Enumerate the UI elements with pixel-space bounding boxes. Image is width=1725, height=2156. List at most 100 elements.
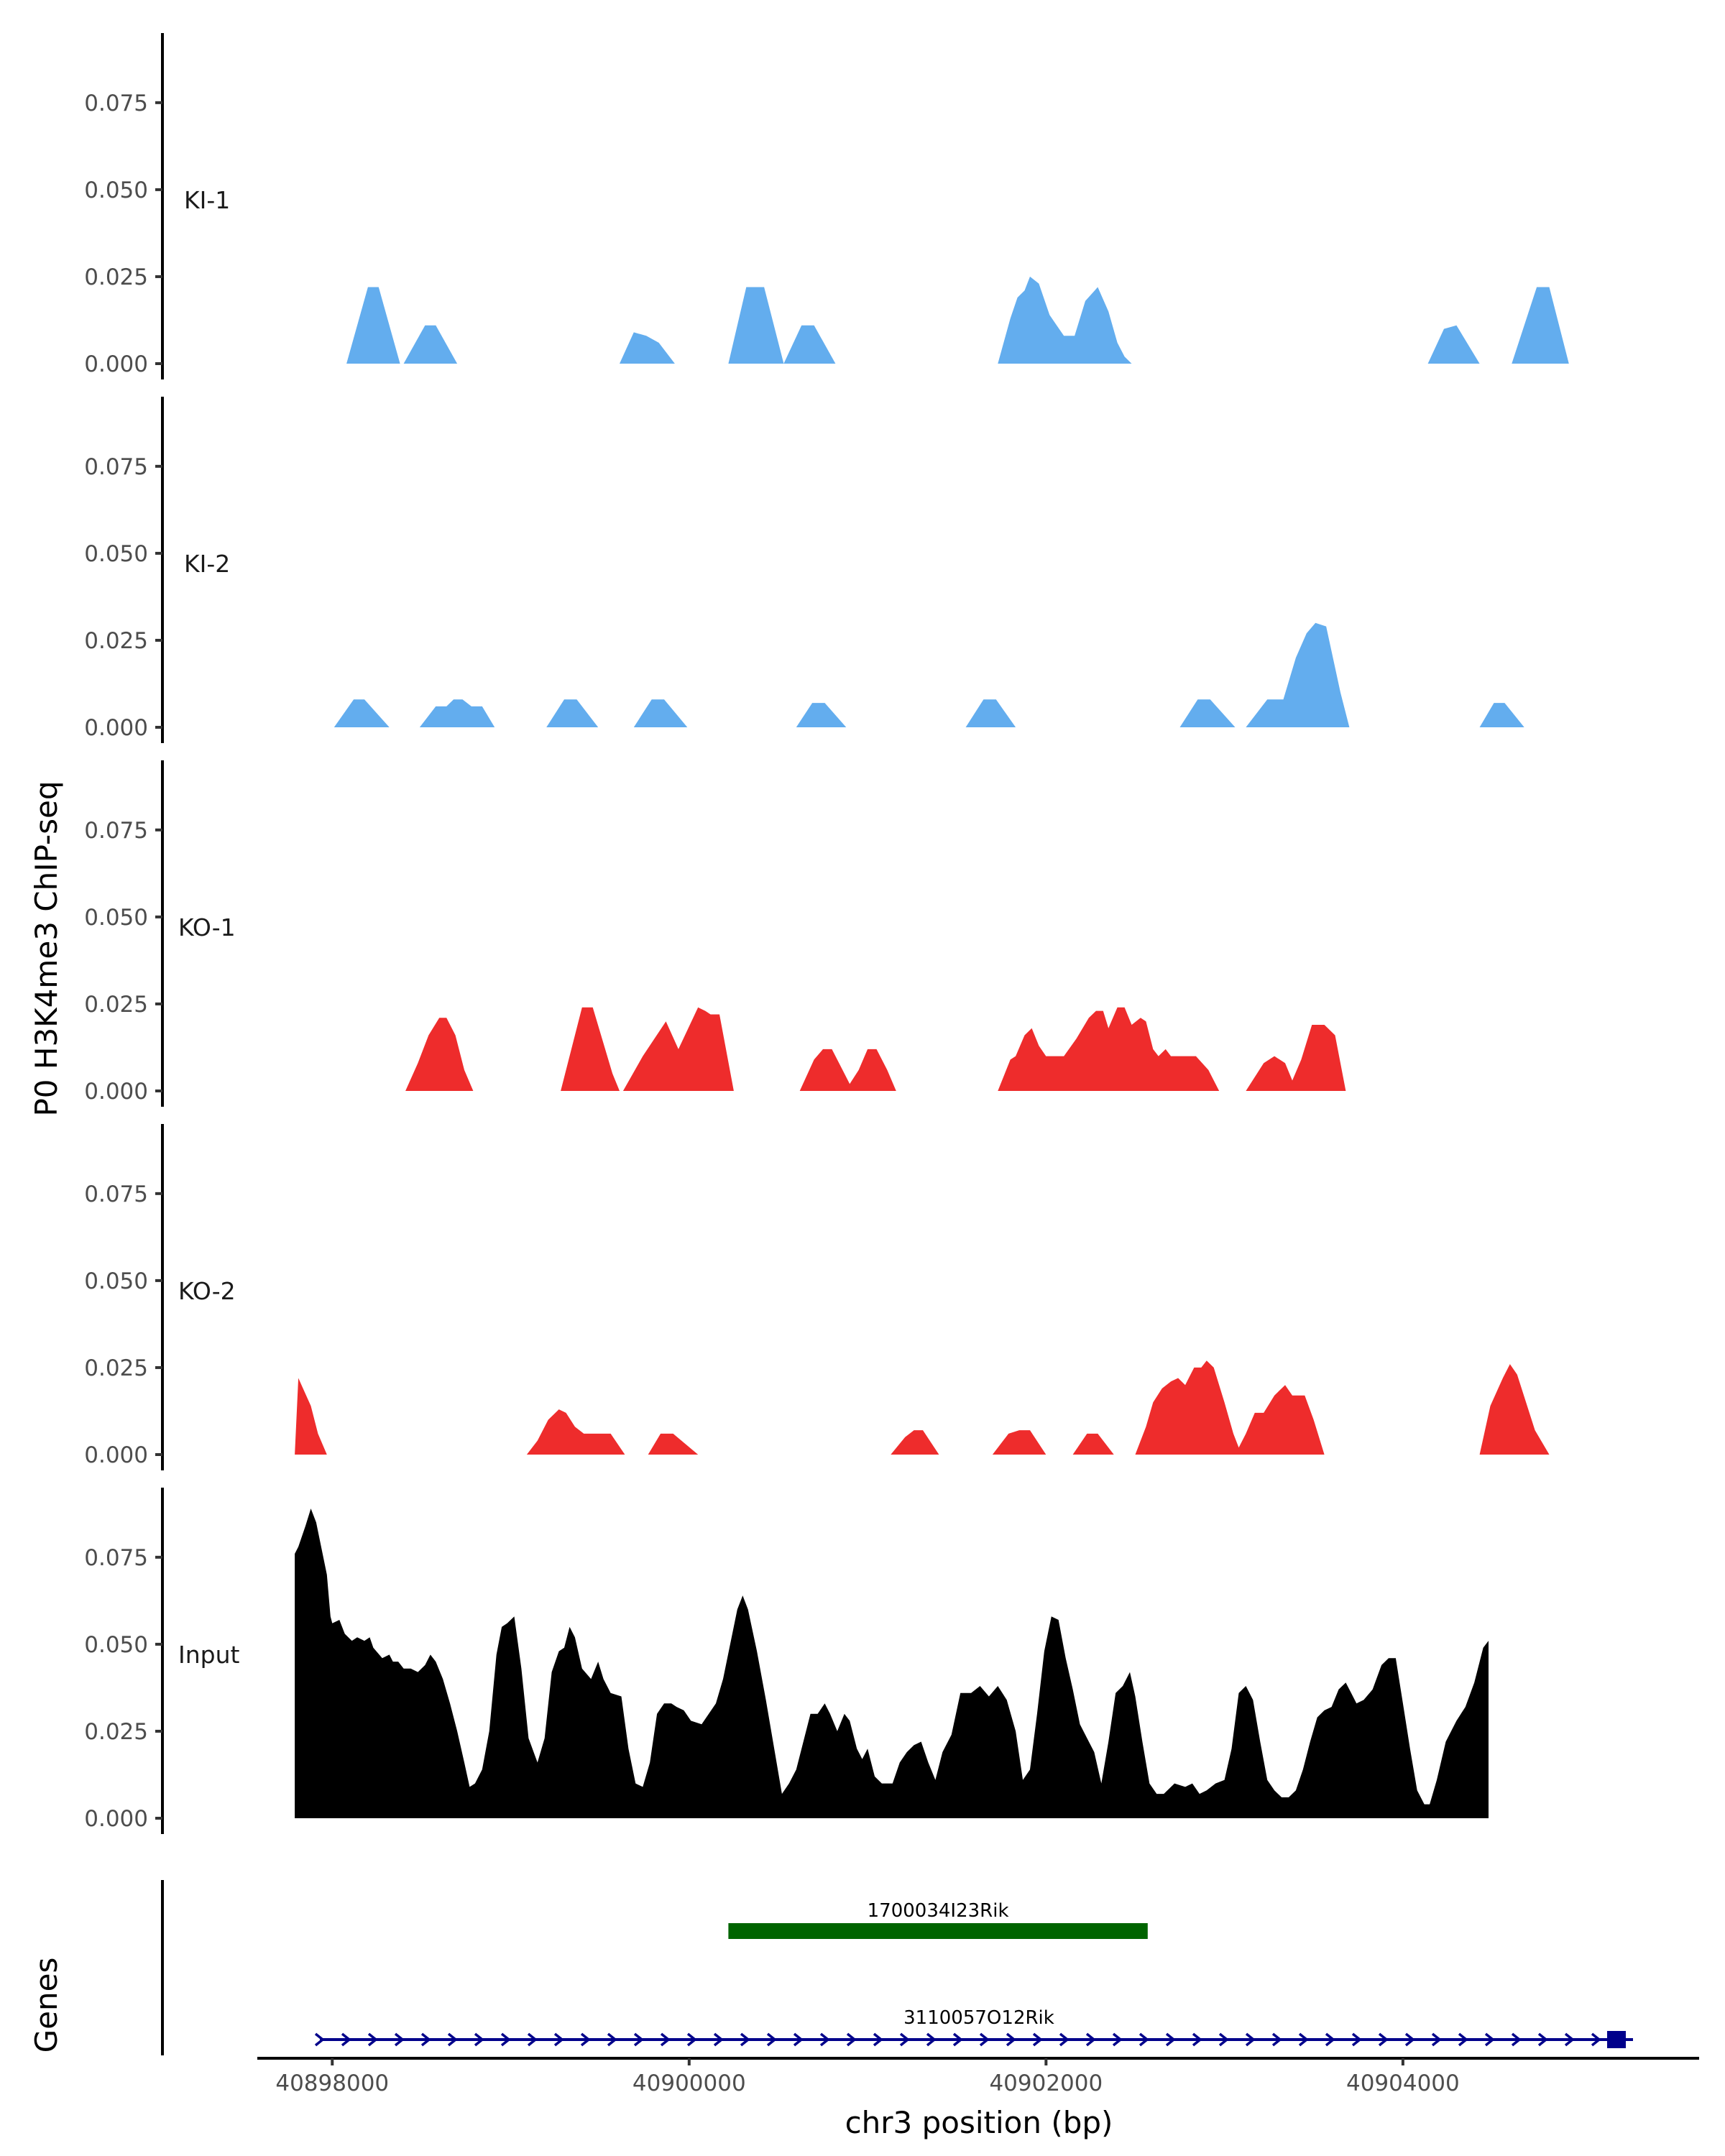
track-panel-ko-1: 0.000 0.025 0.050 0.075 KO-1	[84, 760, 1346, 1107]
y-tick-label: 0.000	[84, 715, 148, 741]
y-tick-label: 0.025	[84, 1719, 148, 1745]
x-tick-label: 40902000	[989, 2070, 1103, 2096]
signal-peak	[783, 325, 836, 364]
strand-arrow-icon	[1298, 2032, 1309, 2047]
strand-arrow-icon	[367, 2032, 378, 2047]
y-tick-label: 0.050	[84, 178, 148, 203]
signal-peak	[1135, 1360, 1325, 1455]
y-tick-label: 0.050	[84, 1632, 148, 1658]
x-tick-label: 40904000	[1346, 2070, 1460, 2096]
x-tick-label: 40898000	[275, 2070, 389, 2096]
strand-arrow-icon	[1032, 2032, 1043, 2047]
signal-peak	[648, 1433, 699, 1455]
y-tick-label: 0.025	[84, 1355, 148, 1381]
strand-arrow-icon	[1138, 2032, 1149, 2047]
strand-arrow-icon	[1218, 2032, 1229, 2047]
strand-arrow-icon	[1511, 2032, 1522, 2047]
strand-arrow-icon	[1564, 2032, 1575, 2047]
gene-3110057o12rik: 3110057O12Rik	[314, 2007, 1633, 2048]
strand-arrow-icon	[420, 2032, 431, 2047]
strand-arrow-icon	[447, 2032, 458, 2047]
signal-peak	[295, 1508, 1489, 1818]
strand-arrow-icon	[1112, 2032, 1123, 2047]
strand-arrow-icon	[314, 2032, 325, 2047]
gene-track: 1700034I23Rik 3110057O12Rik	[161, 1880, 1633, 2055]
strand-arrow-icon	[1085, 2032, 1096, 2047]
y-tick-label: 0.075	[84, 818, 148, 844]
track-label: Input	[178, 1641, 240, 1669]
signal-peak	[1479, 703, 1524, 727]
strand-arrow-icon	[819, 2032, 830, 2047]
y-tick-label: 0.075	[84, 1545, 148, 1571]
y-tick-label: 0.000	[84, 351, 148, 377]
signal-peak	[998, 1007, 1220, 1091]
strand-arrow-icon	[1271, 2032, 1282, 2047]
signal-peak	[1246, 1025, 1346, 1091]
signal-peak	[334, 699, 390, 727]
strand-arrow-icon	[1059, 2032, 1070, 2047]
y-tick-label: 0.000	[84, 1806, 148, 1832]
strand-arrow-icon	[607, 2032, 617, 2047]
track-panel-ko-2: 0.000 0.025 0.050 0.075 KO-2	[84, 1124, 1550, 1470]
signal-peak	[405, 1018, 474, 1091]
strand-arrow-icon	[686, 2032, 697, 2047]
strand-arrow-icon	[740, 2032, 750, 2047]
strand-arrow-icon	[926, 2032, 937, 2047]
signal-peak	[622, 1007, 734, 1091]
strand-arrow-icon	[899, 2032, 910, 2047]
strand-arrow-icon	[580, 2032, 591, 2047]
y-tick-label: 0.050	[84, 905, 148, 931]
strand-arrow-icon	[1458, 2032, 1468, 2047]
y-tick-label: 0.025	[84, 628, 148, 654]
strand-arrow-icon	[793, 2032, 804, 2047]
strand-arrow-icon	[979, 2032, 990, 2047]
signal-peak	[728, 287, 784, 364]
strand-arrow-icon	[1431, 2032, 1442, 2047]
signal-peak	[295, 1378, 327, 1455]
y-tick-label: 0.075	[84, 1181, 148, 1207]
gene-exon-bar	[728, 1923, 1148, 1939]
signal-peak	[1072, 1433, 1114, 1455]
strand-arrow-icon	[341, 2032, 351, 2047]
signal-peak	[796, 703, 847, 727]
track-label: KO-1	[178, 913, 236, 941]
strand-arrow-icon	[1192, 2032, 1202, 2047]
y-tick-label: 0.075	[84, 91, 148, 116]
signal-tracks: 0.0000.0250.0500.075KI-10.0000.0250.0500…	[84, 33, 1569, 1834]
y-tick-label: 0.000	[84, 1079, 148, 1105]
strand-arrow-icon	[474, 2032, 484, 2047]
strand-arrow-icon	[1165, 2032, 1176, 2047]
signal-peak	[998, 276, 1132, 364]
strand-arrow-icon	[1245, 2032, 1256, 2047]
x-axis: 40898000 40900000 40902000 40904000	[257, 2057, 1699, 2096]
y-tick-label: 0.050	[84, 1268, 148, 1294]
gene-1700034i23rik: 1700034I23Rik	[728, 1900, 1148, 1939]
signal-peak	[965, 699, 1016, 727]
strand-arrow-icon	[660, 2032, 671, 2047]
signal-peak	[403, 325, 458, 364]
track-label: KI-1	[184, 186, 230, 214]
signal-peak	[1179, 699, 1236, 727]
strand-arrow-icon	[873, 2032, 883, 2047]
track-label: KO-2	[178, 1277, 236, 1305]
strand-arrow-icon	[713, 2032, 724, 2047]
strand-arrow-icon	[766, 2032, 777, 2047]
track-label: KI-2	[184, 550, 230, 578]
signal-peak	[546, 699, 599, 727]
x-axis-title: chr3 position (bp)	[845, 2105, 1113, 2140]
x-tick-label: 40900000	[632, 2070, 746, 2096]
strand-arrow-icon	[1351, 2032, 1362, 2047]
gene-label: 1700034I23Rik	[868, 1900, 1009, 1922]
y-tick-label: 0.050	[84, 541, 148, 567]
signal-peak	[799, 1049, 896, 1091]
strand-arrow-icon	[394, 2032, 405, 2047]
strand-arrow-icon	[1378, 2032, 1389, 2047]
strand-arrow-icon	[1484, 2032, 1495, 2047]
y-tick-label: 0.025	[84, 264, 148, 290]
strand-arrow-icon	[1404, 2032, 1415, 2047]
strand-arrow-icon	[1591, 2032, 1601, 2047]
signal-peak	[526, 1409, 625, 1455]
track-panel-ki-1: 0.000 0.025 0.050 0.075 KI-1	[84, 33, 1569, 379]
y-tick-label: 0.075	[84, 454, 148, 480]
strand-arrow-icon	[527, 2032, 538, 2047]
